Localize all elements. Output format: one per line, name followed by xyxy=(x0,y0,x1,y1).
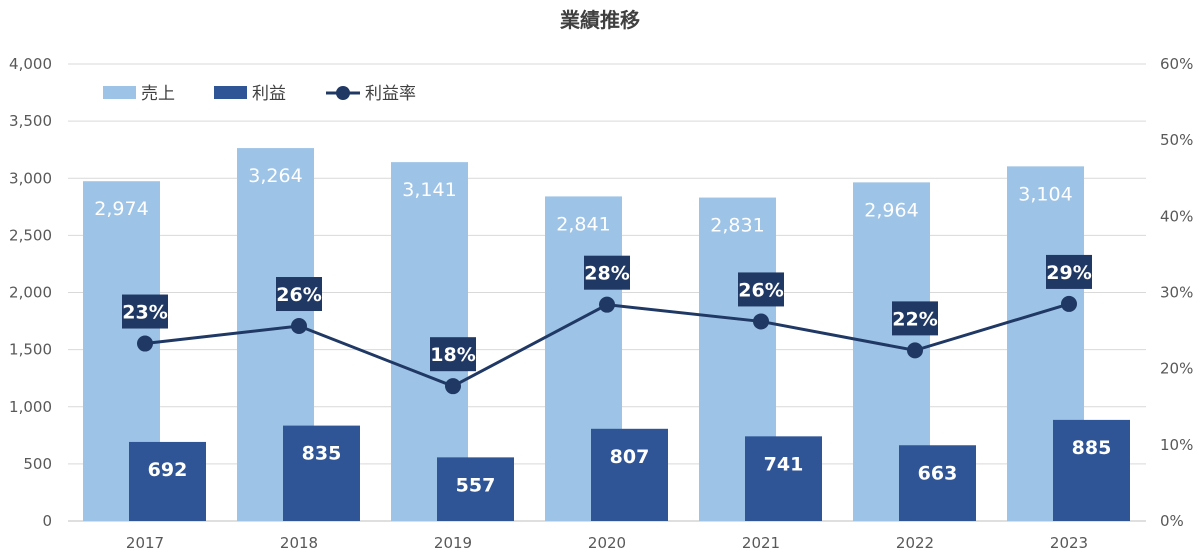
right-tick-label: 10% xyxy=(1160,436,1193,454)
profit-rate-label: 18% xyxy=(430,344,475,366)
x-tick-label: 2020 xyxy=(588,534,626,552)
left-tick-label: 4,000 xyxy=(9,55,52,73)
profit-bar xyxy=(437,457,514,521)
profit-rate-label: 26% xyxy=(738,279,783,301)
legend-label-rate: 利益率 xyxy=(365,84,416,104)
left-tick-label: 2,000 xyxy=(9,284,52,302)
left-axis: 0 500 1,000 1,500 2,000 2,500 3,000 3,500 4,000 xyxy=(9,55,52,530)
profit-value-label: 885 xyxy=(1072,437,1112,459)
profit-rate-label-box xyxy=(430,337,476,372)
x-tick-label: 2023 xyxy=(1050,534,1088,552)
profit-rate-label-box xyxy=(584,255,630,290)
legend-label-profit: 利益 xyxy=(252,84,286,104)
profit-rate-label: 22% xyxy=(892,308,937,330)
right-tick-label: 30% xyxy=(1160,284,1193,302)
profit-rate-label-box xyxy=(1046,254,1092,289)
x-axis: 2017 2018 2019 2020 2021 2022 2023 xyxy=(126,534,1088,552)
profit-rate-label: 23% xyxy=(122,302,167,324)
sales-value-label: 3,141 xyxy=(402,179,456,201)
legend: 売上 利益 利益率 xyxy=(103,84,416,104)
profit-rate-point xyxy=(137,335,153,352)
profit-value-label: 557 xyxy=(456,474,496,496)
sales-value-label: 2,841 xyxy=(556,213,610,235)
sales-value-label: 2,964 xyxy=(864,199,918,221)
left-tick-label: 500 xyxy=(23,455,52,473)
x-tick-label: 2022 xyxy=(896,534,934,552)
profit-rate-point xyxy=(291,318,307,335)
profit-bar xyxy=(283,425,360,521)
legend-swatch-rate-marker xyxy=(336,86,350,100)
profit-value-label: 741 xyxy=(764,453,804,475)
profit-bar xyxy=(591,428,668,521)
x-tick-label: 2018 xyxy=(280,534,318,552)
left-tick-label: 3,500 xyxy=(9,112,52,130)
right-tick-label: 60% xyxy=(1160,55,1193,73)
profit-value-label: 663 xyxy=(918,462,958,484)
left-tick-label: 1,000 xyxy=(9,398,52,416)
profit-bar xyxy=(745,436,822,521)
profit-rate-label-box xyxy=(738,272,784,307)
profit-rate-point xyxy=(753,313,769,330)
x-tick-label: 2019 xyxy=(434,534,472,552)
profit-bar xyxy=(899,445,976,521)
profit-rate-point xyxy=(445,378,461,395)
right-axis: 0% 10% 20% 30% 40% 50% 60% xyxy=(1160,55,1193,530)
sales-value-label: 3,264 xyxy=(248,165,302,187)
profit-rate-point xyxy=(1061,295,1077,312)
right-tick-label: 50% xyxy=(1160,131,1193,149)
right-tick-label: 20% xyxy=(1160,360,1193,378)
left-tick-label: 0 xyxy=(42,512,52,530)
right-tick-label: 40% xyxy=(1160,207,1193,225)
sales-value-label: 3,104 xyxy=(1018,183,1072,205)
profit-value-label: 835 xyxy=(302,443,342,465)
x-tick-label: 2021 xyxy=(742,534,780,552)
x-tick-label: 2017 xyxy=(126,534,164,552)
sales-value-label: 2,974 xyxy=(94,198,148,220)
sales-value-label: 2,831 xyxy=(710,215,764,237)
profit-rate-label: 26% xyxy=(276,284,321,306)
left-tick-label: 2,500 xyxy=(9,226,52,244)
left-tick-label: 1,500 xyxy=(9,341,52,359)
legend-swatch-sales xyxy=(103,86,136,99)
legend-label-sales: 売上 xyxy=(141,84,175,104)
profit-bar xyxy=(1053,419,1130,521)
profit-bar xyxy=(129,441,206,521)
profit-rate-label-box xyxy=(122,294,168,329)
chart-title: 業績推移 xyxy=(560,8,640,32)
profit-rate-point xyxy=(599,296,615,313)
left-tick-label: 3,000 xyxy=(9,169,52,187)
profit-rate-label-box xyxy=(276,277,322,312)
profit-rate-label: 29% xyxy=(1046,262,1091,284)
profit-value-label: 807 xyxy=(610,446,650,468)
profit-rate-label-box xyxy=(892,301,938,336)
profit-rate-label: 28% xyxy=(584,263,629,285)
profit-rate-line: 23% 26% 18% 28% 26% 22% 29% xyxy=(122,254,1092,395)
profit-bars: 692 835 557 807 741 663 885 xyxy=(129,419,1130,521)
legend-swatch-profit xyxy=(214,86,247,99)
profit-rate-point xyxy=(907,342,923,359)
right-tick-label: 0% xyxy=(1160,512,1184,530)
profit-value-label: 692 xyxy=(148,459,188,481)
